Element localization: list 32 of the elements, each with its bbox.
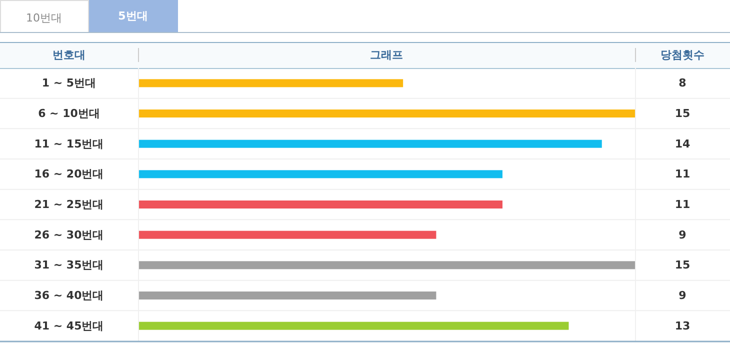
bar: [138, 170, 502, 178]
bar: [138, 200, 502, 208]
text: 5번대: [118, 10, 148, 22]
bar: [138, 140, 602, 148]
data-label: 9: [678, 289, 686, 302]
data-label: 13: [674, 319, 690, 332]
y-tick-label: 11 ~ 15번대: [34, 137, 104, 150]
y-tick-label: 36 ~ 40번대: [34, 289, 104, 302]
bar: [138, 261, 635, 270]
y-tick-label: 21 ~ 25번대: [34, 198, 104, 211]
y-tick-label: 26 ~ 30번대: [34, 228, 104, 242]
text: 10번대: [26, 12, 62, 24]
x-axis-title: 그래프: [370, 48, 403, 62]
data-label: 8: [678, 76, 686, 90]
y-tick-label: 41 ~ 45번대: [34, 319, 104, 332]
y-tick-label: 1 ~ 5번대: [42, 76, 96, 90]
data-label: 11: [674, 198, 690, 211]
y-tick-label: 16 ~ 20번대: [34, 168, 104, 181]
bar: [138, 230, 436, 239]
y-tick-label: 6 ~ 10번대: [38, 107, 100, 120]
y-tick-label: 31 ~ 35번대: [34, 258, 104, 272]
data-label: 11: [674, 168, 690, 181]
data-label: 15: [674, 107, 690, 120]
bar: [138, 322, 569, 330]
bar: [138, 79, 404, 88]
bar: [138, 110, 635, 118]
bar: [138, 292, 436, 300]
data-label: 15: [674, 258, 690, 272]
data-label: 14: [674, 137, 690, 150]
y2-axis-title: 당첨횟수: [660, 48, 704, 62]
data-label: 9: [678, 228, 686, 242]
y-axis-title: 번호대: [52, 48, 86, 62]
